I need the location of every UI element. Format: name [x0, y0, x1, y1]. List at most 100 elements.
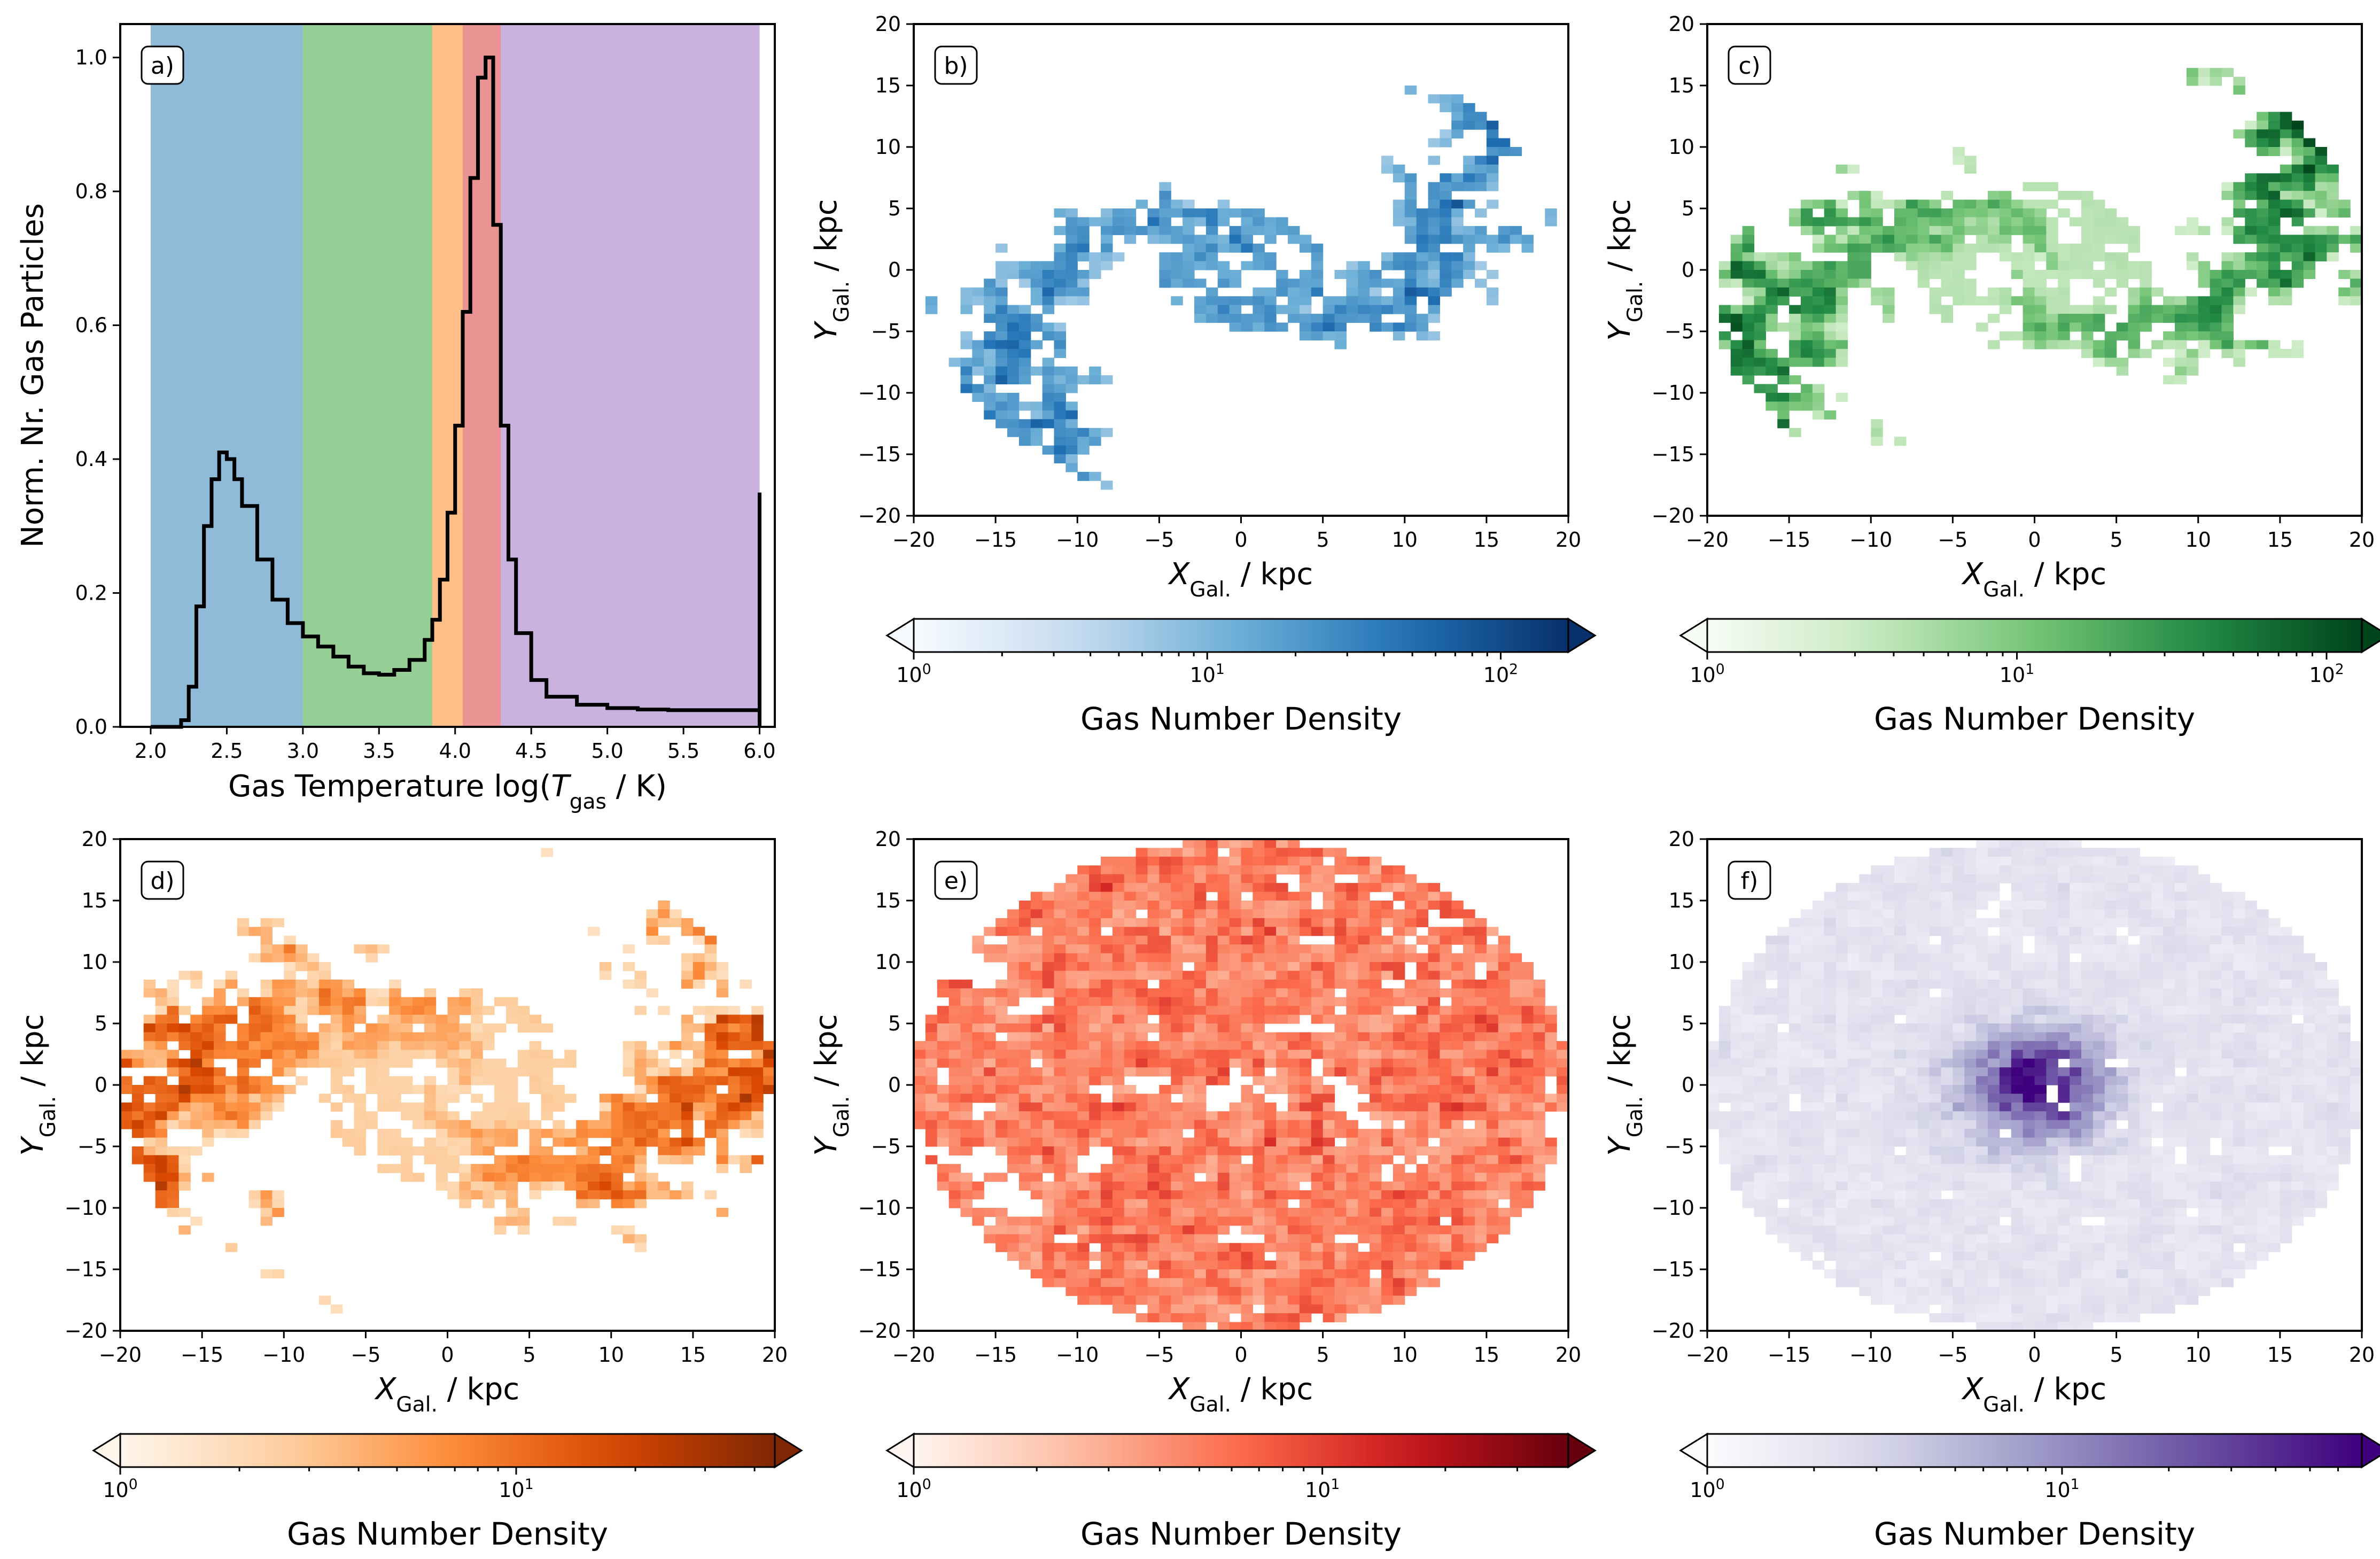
- y-tick-label: 0.2: [75, 581, 107, 605]
- density-cell: [1777, 287, 1790, 297]
- density-cell: [1545, 208, 1557, 218]
- density-cell: [167, 1102, 179, 1112]
- density-cell: [377, 1085, 390, 1095]
- density-cell: [599, 1146, 612, 1156]
- density-cell: [1147, 971, 1160, 980]
- density-cell: [1486, 1225, 1499, 1235]
- density-cell: [1346, 270, 1358, 280]
- density-cell: [1135, 865, 1148, 875]
- density-cell: [1754, 971, 1766, 980]
- density-cell: [1007, 419, 1020, 429]
- density-cell: [1346, 1208, 1358, 1217]
- density-cell: [1288, 909, 1300, 919]
- density-cell: [1089, 1296, 1101, 1305]
- density-cell: [2233, 252, 2245, 262]
- density-cell: [1941, 208, 1953, 218]
- density-cell: [716, 1137, 729, 1147]
- density-cell: [1789, 261, 1801, 270]
- density-cell: [1416, 997, 1429, 1006]
- density-cell: [1253, 979, 1265, 989]
- density-cell: [995, 1146, 1008, 1156]
- density-cell: [1370, 314, 1382, 323]
- density-cell: [1135, 944, 1148, 954]
- density-cell: [1229, 270, 1242, 280]
- density-cell: [751, 1050, 764, 1059]
- density-cell: [1183, 1023, 1195, 1033]
- density-cell: [1416, 883, 1429, 893]
- density-cell: [1393, 305, 1405, 314]
- colorbar-tick-label: 100: [103, 1476, 137, 1502]
- density-cell: [1171, 270, 1183, 280]
- density-cell: [1801, 927, 1813, 936]
- density-cell: [2315, 199, 2327, 209]
- density-cell: [1135, 199, 1148, 209]
- density-cell: [2280, 164, 2292, 174]
- density-cell: [2291, 340, 2304, 350]
- density-cell: [1183, 199, 1195, 209]
- density-cell: [1976, 208, 1988, 218]
- density-cell: [1416, 1058, 1429, 1068]
- density-cell: [1089, 1006, 1101, 1015]
- density-cell: [483, 1111, 495, 1121]
- density-cell: [623, 962, 635, 972]
- density-cell: [471, 1006, 483, 1015]
- density-cell: [1789, 208, 1801, 218]
- density-cell: [1018, 1023, 1031, 1033]
- density-cell: [1498, 988, 1511, 998]
- density-cell: [634, 1067, 647, 1077]
- density-cell: [1077, 278, 1090, 288]
- density-cell: [1030, 979, 1043, 989]
- density-cell: [972, 1190, 984, 1200]
- density-cell: [1241, 1208, 1253, 1217]
- density-cell: [284, 997, 296, 1006]
- density-cell: [178, 1085, 191, 1095]
- density-cell: [914, 1067, 926, 1077]
- density-cell: [505, 1093, 518, 1103]
- density-cell: [2221, 296, 2234, 306]
- density-cell: [237, 927, 250, 936]
- density-cell: [1381, 1137, 1394, 1147]
- density-cell: [354, 1120, 366, 1129]
- x-tick-label: 0: [1234, 1343, 1247, 1367]
- density-cell: [1393, 962, 1405, 972]
- density-cell: [1241, 979, 1253, 989]
- density-cell: [1276, 1146, 1288, 1156]
- density-cell: [1334, 1041, 1347, 1050]
- density-cell: [1883, 226, 1895, 235]
- density-cell: [260, 935, 273, 945]
- density-cell: [1742, 331, 1755, 341]
- density-cell: [1545, 1058, 1557, 1068]
- density-cell: [2280, 112, 2292, 121]
- density-cell: [995, 340, 1008, 350]
- density-cell: [740, 1014, 752, 1024]
- density-cell: [1451, 1181, 1464, 1191]
- density-cell: [447, 1129, 460, 1138]
- density-cell: [1847, 217, 1860, 227]
- density-cell: [1217, 953, 1230, 963]
- density-cell: [412, 997, 425, 1006]
- density-cell: [1370, 1014, 1382, 1024]
- density-cell: [611, 1190, 624, 1200]
- density-cell: [1463, 1041, 1475, 1050]
- density-cell: [1428, 243, 1440, 253]
- density-cell: [1381, 1050, 1394, 1059]
- density-cell: [1065, 270, 1078, 280]
- density-cell: [2280, 348, 2292, 358]
- density-cell: [1217, 1014, 1230, 1024]
- density-cell: [1101, 997, 1113, 1006]
- density-cell: [1205, 226, 1218, 235]
- density-cell: [2128, 296, 2140, 306]
- density-cell: [401, 1164, 413, 1173]
- density-cell: [1217, 935, 1230, 945]
- density-cell: [202, 1023, 214, 1033]
- density-cell: [1346, 953, 1358, 963]
- density-cell: [2163, 358, 2175, 367]
- density-cell: [225, 1076, 238, 1085]
- density-cell: [1381, 1260, 1394, 1270]
- density-cell: [1183, 1120, 1195, 1129]
- density-cell: [284, 1032, 296, 1042]
- density-cell: [1101, 935, 1113, 945]
- colorbar-tick-label: 101: [499, 1476, 533, 1502]
- density-cell: [1229, 208, 1242, 218]
- density-cell: [1135, 891, 1148, 901]
